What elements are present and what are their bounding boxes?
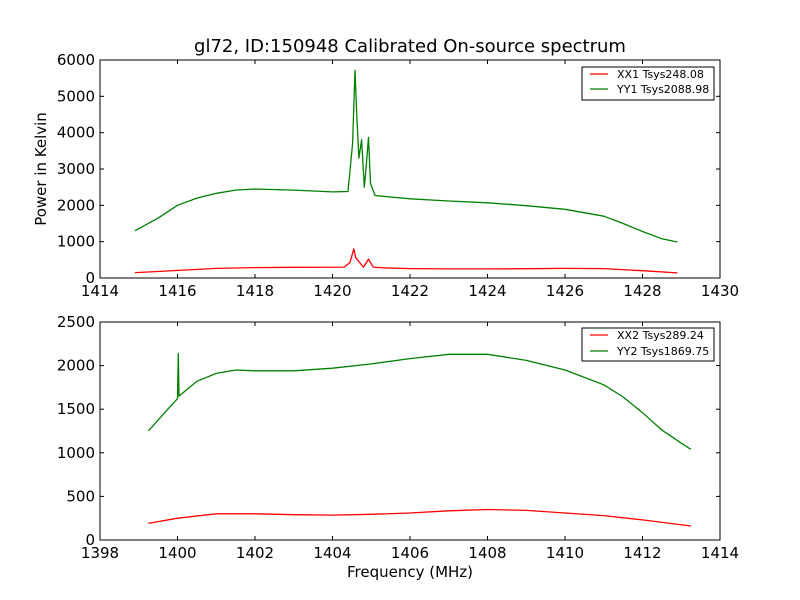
y-tick-label: 3000 (57, 160, 95, 178)
x-tick-label: 1406 (391, 544, 429, 562)
legend-label-yy2: YY2 Tsys1869.75 (616, 345, 709, 358)
x-tick-label: 1418 (236, 282, 274, 300)
top-spectrum-panel: gl72, ID:150948 Calibrated On-source spe… (32, 36, 739, 300)
y-axis-title: Power in Kelvin (32, 112, 50, 226)
x-tick-label: 1428 (623, 282, 661, 300)
y-tick-label: 1000 (57, 444, 95, 462)
x-tick-label: 1424 (468, 282, 506, 300)
series-line-xx2 (148, 508, 691, 527)
bottom-axis-ticks: 1398 1400 1402 1404 1406 1408 1410 1412 1414 0 500… (57, 313, 739, 562)
bottom-series-lines (147, 352, 692, 527)
bottom-legend: XX2 Tsys289.24 YY2 Tsys1869.75 (581, 327, 715, 362)
y-tick-label: 1000 (57, 233, 95, 251)
series-line-xx1 (134, 248, 678, 274)
y-tick-label: 6000 (57, 51, 95, 69)
x-tick-label: 1416 (158, 282, 196, 300)
x-tick-label: 1414 (81, 282, 119, 300)
x-tick-label: 1414 (701, 544, 739, 562)
x-tick-label: 1408 (468, 544, 506, 562)
series-line-yy2 (147, 352, 692, 450)
y-tick-label: 1500 (57, 400, 95, 418)
y-tick-label: 5000 (57, 87, 95, 105)
y-tick-label: 2000 (57, 357, 95, 375)
y-tick-label: 0 (85, 269, 95, 287)
x-tick-label: 1398 (81, 544, 119, 562)
legend-label-xx2: XX2 Tsys289.24 (617, 329, 704, 342)
y-tick-label: 500 (66, 487, 95, 505)
y-tick-label: 2000 (57, 196, 95, 214)
legend-label-yy1: YY1 Tsys2088.98 (616, 83, 709, 96)
top-series-lines (134, 69, 678, 274)
x-tick-label: 1400 (158, 544, 196, 562)
x-tick-label: 1410 (546, 544, 584, 562)
x-axis-title: Frequency (MHz) (347, 563, 473, 581)
series-line-yy1 (134, 69, 678, 243)
bottom-legend-box (581, 327, 715, 362)
chart-title: gl72, ID:150948 Calibrated On-source spe… (194, 36, 626, 57)
y-tick-label: 0 (85, 531, 95, 549)
x-tick-label: 1430 (701, 282, 739, 300)
x-tick-label: 1422 (391, 282, 429, 300)
x-tick-label: 1412 (623, 544, 661, 562)
y-tick-label: 4000 (57, 124, 95, 142)
bottom-spectrum-panel: Frequency (MHz) 1398 1400 1402 1404 1406 1408… (57, 313, 739, 581)
top-axis-ticks: 1414 1416 1418 1420 1422 1424 1426 1428 1430 0 100… (57, 51, 739, 300)
top-legend: XX1 Tsys248.08 YY1 Tsys2088.98 (581, 66, 715, 101)
y-tick-label: 2500 (57, 313, 95, 331)
legend-label-xx1: XX1 Tsys248.08 (617, 68, 704, 81)
x-tick-label: 1404 (313, 544, 351, 562)
x-tick-label: 1402 (236, 544, 274, 562)
x-tick-label: 1420 (313, 282, 351, 300)
x-tick-label: 1426 (546, 282, 584, 300)
top-legend-box (581, 66, 715, 101)
